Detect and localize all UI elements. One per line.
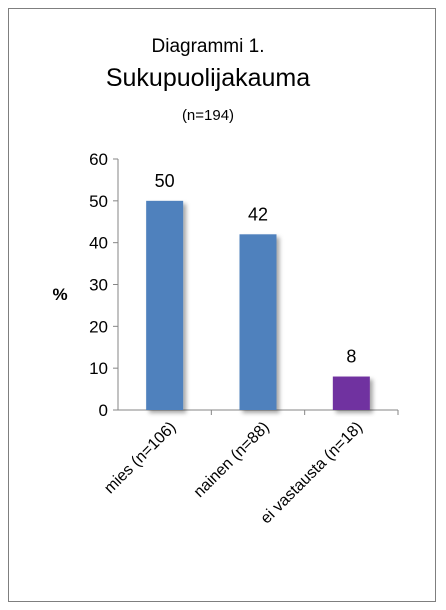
chart-subtitle: (n=194): [182, 107, 234, 124]
bar: [239, 234, 277, 410]
category-label: ei vastausta (n=18): [258, 419, 367, 528]
y-tick-label: 50: [89, 192, 108, 211]
chart-title-line1: Diagrammi 1.: [152, 36, 265, 57]
plot-area: 0 10 20 30 40 50 60 50 mies (n=106) 42 nainen (n=8…: [89, 150, 399, 528]
y-tick-label: 0: [99, 401, 108, 420]
y-tick-label: 10: [89, 359, 108, 378]
y-tick-label: 30: [89, 276, 108, 295]
y-tick-label: 20: [89, 317, 108, 336]
y-tick-label: 60: [89, 150, 108, 169]
chart-title: Sukupuolijakauma: [106, 64, 310, 92]
data-label: 50: [155, 171, 175, 191]
data-label: 42: [248, 204, 268, 224]
data-label: 8: [346, 347, 356, 367]
y-axis-label: %: [52, 285, 67, 304]
bar: [146, 200, 184, 410]
category-label: nainen (n=88): [191, 419, 273, 501]
bar: [332, 376, 370, 410]
y-tick-label: 40: [89, 234, 108, 253]
category-label: mies (n=106): [101, 419, 179, 497]
chart-frame: [8, 8, 436, 602]
